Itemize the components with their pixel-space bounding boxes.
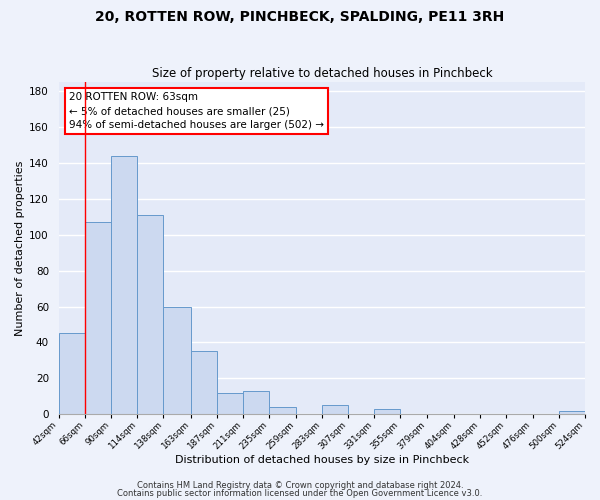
Text: Contains public sector information licensed under the Open Government Licence v3: Contains public sector information licen… [118, 488, 482, 498]
X-axis label: Distribution of detached houses by size in Pinchbeck: Distribution of detached houses by size … [175, 455, 469, 465]
Text: Contains HM Land Registry data © Crown copyright and database right 2024.: Contains HM Land Registry data © Crown c… [137, 481, 463, 490]
Bar [243, 391, 269, 414]
Bar [559, 410, 585, 414]
Bar [217, 392, 243, 414]
Bar [322, 406, 348, 414]
Title: Size of property relative to detached houses in Pinchbeck: Size of property relative to detached ho… [152, 66, 492, 80]
Y-axis label: Number of detached properties: Number of detached properties [15, 160, 25, 336]
Text: 20, ROTTEN ROW, PINCHBECK, SPALDING, PE11 3RH: 20, ROTTEN ROW, PINCHBECK, SPALDING, PE1… [95, 10, 505, 24]
Bar [111, 156, 137, 414]
Bar [137, 215, 163, 414]
Bar [163, 306, 191, 414]
Bar [85, 222, 111, 414]
Bar [191, 352, 217, 414]
Bar [59, 334, 85, 414]
Bar [269, 407, 296, 414]
Text: 20 ROTTEN ROW: 63sqm
← 5% of detached houses are smaller (25)
94% of semi-detach: 20 ROTTEN ROW: 63sqm ← 5% of detached ho… [69, 92, 324, 130]
Bar [374, 409, 400, 414]
